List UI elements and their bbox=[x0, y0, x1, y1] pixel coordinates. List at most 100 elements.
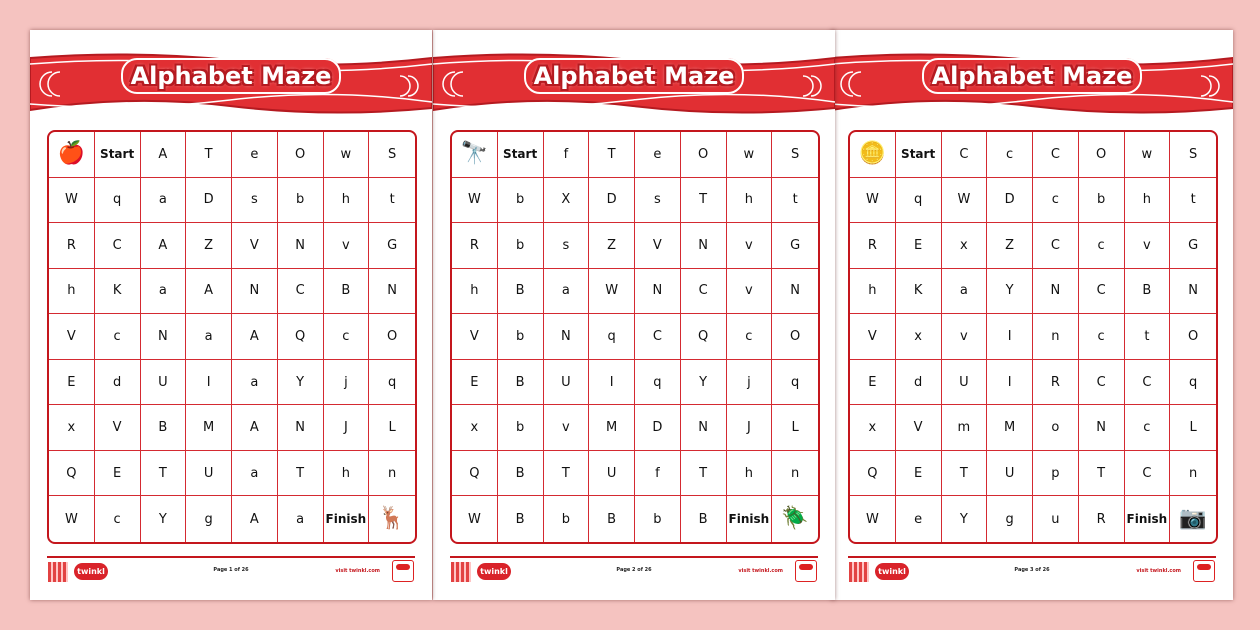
footer-divider bbox=[450, 556, 818, 558]
maze-cell: R bbox=[49, 223, 95, 269]
qr-code-icon bbox=[849, 562, 869, 582]
maze-cell: S bbox=[369, 132, 415, 178]
maze-cell: e bbox=[635, 132, 681, 178]
maze-cell: M bbox=[987, 405, 1033, 451]
maze-cell: w bbox=[1124, 132, 1171, 178]
maze-cell: T bbox=[680, 450, 727, 497]
maze-cell: C bbox=[1078, 359, 1125, 406]
maze-cell: h bbox=[323, 177, 370, 224]
maze-cell: T bbox=[543, 450, 590, 497]
page-title: Alphabet Maze bbox=[831, 58, 1233, 94]
maze-cell: R bbox=[850, 223, 896, 269]
maze-cell: f bbox=[635, 450, 681, 497]
maze-cell: O bbox=[277, 132, 324, 178]
maze-cell: s bbox=[232, 177, 278, 224]
maze-cell: t bbox=[772, 178, 818, 224]
maze-cell: C bbox=[680, 268, 727, 315]
maze-cell: C bbox=[1078, 268, 1125, 315]
page-number: Page 2 of 26 bbox=[616, 567, 652, 573]
visit-link[interactable]: visit twinkl.com bbox=[738, 568, 783, 574]
maze-cell: V bbox=[452, 314, 498, 360]
maze-cell: b bbox=[497, 314, 544, 360]
maze-cell: V bbox=[635, 223, 681, 269]
beetle-icon: 🪲 bbox=[781, 506, 809, 532]
maze-cell: N bbox=[543, 314, 590, 360]
maze-cell: h bbox=[1124, 177, 1171, 224]
maze-cell: J bbox=[726, 405, 773, 451]
maze-cell: x bbox=[452, 405, 498, 451]
maze-cell: D bbox=[589, 177, 635, 224]
maze-cell: E bbox=[452, 359, 498, 406]
maze-cell: W bbox=[589, 268, 635, 315]
maze-cell: C bbox=[1124, 359, 1171, 406]
maze-cell: K bbox=[94, 268, 141, 315]
maze-cell: V bbox=[850, 314, 896, 360]
maze-cell: N bbox=[635, 268, 681, 315]
title-banner: Alphabet Maze bbox=[831, 50, 1233, 120]
maze-cell: G bbox=[369, 223, 415, 269]
maze-cell: Start bbox=[895, 132, 942, 178]
maze-cell: c bbox=[95, 496, 141, 542]
maze-cell: h bbox=[49, 268, 95, 315]
maze-cell: W bbox=[452, 177, 498, 224]
camera-icon: 📷 bbox=[1179, 506, 1207, 532]
maze-cell: n bbox=[1033, 314, 1079, 360]
maze-cell: t bbox=[1124, 314, 1171, 360]
maze-cell: X bbox=[543, 177, 590, 224]
maze-cell: e bbox=[232, 132, 278, 178]
maze-cell: a bbox=[186, 314, 232, 360]
maze-cell: q bbox=[1170, 360, 1216, 406]
visit-link[interactable]: visit twinkl.com bbox=[335, 568, 380, 574]
maze-cell: q bbox=[772, 360, 818, 406]
maze-cell: n bbox=[369, 451, 415, 497]
maze-cell: O bbox=[680, 132, 727, 178]
maze-cell: h bbox=[452, 268, 498, 315]
maze-cell: b bbox=[277, 177, 324, 224]
maze-cell: Start bbox=[497, 132, 544, 178]
maze-cell: x bbox=[941, 223, 988, 269]
title-text: Alphabet Maze bbox=[120, 58, 342, 94]
maze-cell: W bbox=[850, 496, 896, 542]
maze-cell: q bbox=[635, 359, 681, 406]
maze-cell: a bbox=[232, 450, 278, 497]
maze-cell: a bbox=[278, 496, 324, 542]
maze-cell: h bbox=[323, 450, 370, 497]
page-number: Page 3 of 26 bbox=[1014, 567, 1050, 573]
maze-cell: C bbox=[941, 132, 988, 178]
maze-cell: q bbox=[94, 177, 141, 224]
maze-cell: b bbox=[497, 177, 544, 224]
maze-cell: v bbox=[941, 314, 988, 360]
maze-cell: q bbox=[369, 360, 415, 406]
maze-cell: Start bbox=[94, 132, 141, 178]
maze-cell: B bbox=[497, 450, 544, 497]
maze-cell: I bbox=[987, 359, 1033, 406]
maze-cell: D bbox=[186, 177, 232, 224]
maze-cell: c bbox=[1033, 177, 1079, 224]
maze-cell: h bbox=[726, 450, 773, 497]
maze-cell: v bbox=[323, 223, 370, 269]
maze-cell: N bbox=[1078, 405, 1125, 451]
maze-cell: N bbox=[680, 223, 727, 269]
maze-cell: L bbox=[1170, 405, 1216, 451]
maze-cell: Z bbox=[186, 223, 232, 269]
maze-cell: C bbox=[277, 268, 324, 315]
maze-cell: W bbox=[941, 177, 988, 224]
maze-cell: L bbox=[772, 405, 818, 451]
maze-cell: R bbox=[1079, 496, 1125, 542]
binoculars-icon: 🔭 bbox=[452, 132, 498, 178]
title-banner: Alphabet Maze bbox=[433, 50, 835, 120]
visit-link[interactable]: visit twinkl.com bbox=[1136, 568, 1181, 574]
maze-cell: N bbox=[1170, 269, 1216, 315]
maze-cell: O bbox=[772, 314, 818, 360]
maze-cell: x bbox=[850, 405, 896, 451]
maze-cell: U bbox=[140, 359, 187, 406]
maze-cell: a bbox=[232, 359, 278, 406]
maze-cell: V bbox=[232, 223, 278, 269]
maze-cell: Z bbox=[987, 223, 1033, 269]
maze-cell: N bbox=[277, 405, 324, 451]
maze-cell: V bbox=[49, 314, 95, 360]
